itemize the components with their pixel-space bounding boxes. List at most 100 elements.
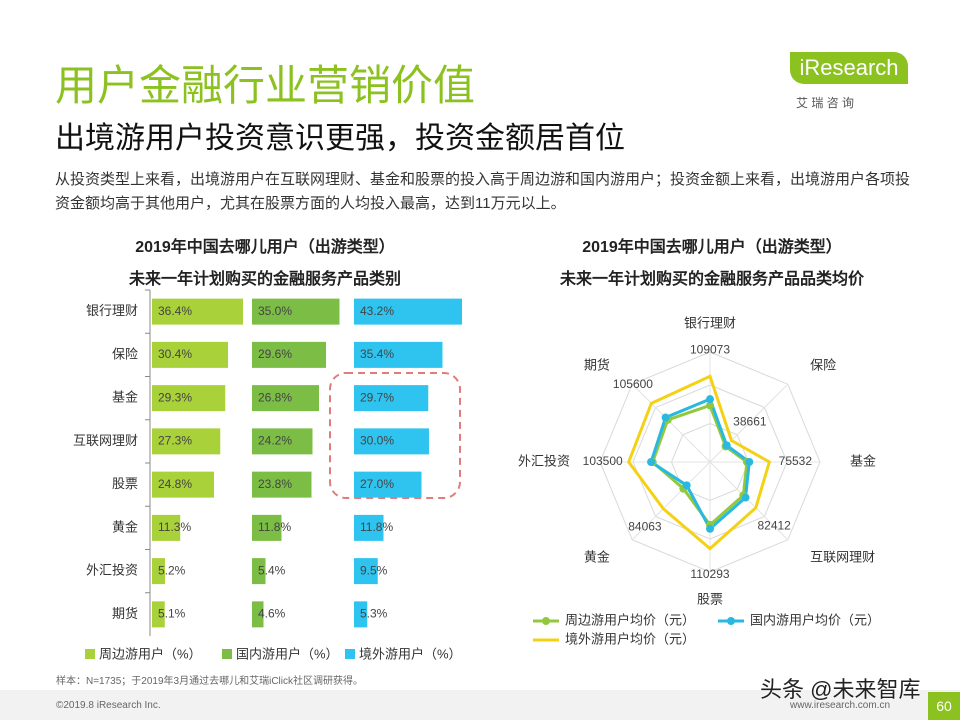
bar bbox=[354, 471, 422, 498]
page-subtitle: 出境游用户投资意识更强，投资金额居首位 bbox=[55, 122, 625, 155]
value-label: 24.8% bbox=[158, 477, 192, 491]
category-label: 银行理财 bbox=[86, 303, 138, 318]
value-label: 35.0% bbox=[258, 304, 292, 318]
bar bbox=[252, 385, 319, 412]
value-label: 11.8% bbox=[258, 520, 291, 534]
value-label: 30.4% bbox=[158, 347, 192, 361]
radar-point bbox=[706, 401, 714, 410]
chart-subtitle: 未来一年计划购买的金融服务产品品类均价 bbox=[559, 269, 865, 288]
legend-marker bbox=[727, 617, 735, 625]
value-label: 23.8% bbox=[258, 477, 292, 491]
category-label: 黄金 bbox=[112, 519, 138, 534]
bar bbox=[252, 428, 313, 455]
value-label: 109073 bbox=[690, 342, 730, 356]
value-label: 11.8% bbox=[360, 520, 393, 534]
chart-title: 2019年中国去哪儿用户（出游类型） bbox=[582, 237, 842, 256]
page-number: 60 bbox=[928, 692, 960, 720]
value-label: 105600 bbox=[613, 377, 653, 391]
watermark: 头条 @未来智库 bbox=[760, 677, 921, 702]
radar-category: 期货 bbox=[584, 357, 610, 372]
bar bbox=[354, 558, 378, 585]
bar bbox=[354, 601, 368, 628]
logo: iResearch bbox=[790, 52, 908, 84]
description: 从投资类型上来看，出境游用户在互联网理财、基金和股票的投入高于周边游和国内游用户… bbox=[55, 171, 911, 212]
page-title: 用户金融行业营销价值 bbox=[55, 62, 476, 109]
highlight-box bbox=[329, 372, 461, 499]
legend-label: 境外游用户均价（元） bbox=[565, 631, 695, 646]
value-label: 36.4% bbox=[158, 304, 192, 318]
radar-point bbox=[706, 524, 714, 533]
value-label: 24.2% bbox=[258, 434, 292, 448]
value-label: 103500 bbox=[583, 454, 623, 468]
url: www.iresearch.com.cn bbox=[790, 700, 891, 711]
bar bbox=[152, 471, 214, 498]
value-label: 5.3% bbox=[360, 607, 388, 621]
bar bbox=[152, 385, 226, 412]
value-label: 29.3% bbox=[158, 390, 192, 404]
bar bbox=[252, 341, 326, 368]
footer-bar bbox=[0, 690, 960, 720]
bar bbox=[152, 601, 165, 628]
bar bbox=[152, 428, 221, 455]
radar-category: 股票 bbox=[697, 591, 723, 606]
bar bbox=[152, 298, 243, 325]
legend-label: 境外游用户（%） bbox=[359, 646, 462, 661]
value-label: 43.2% bbox=[360, 304, 394, 318]
radar-point bbox=[682, 481, 691, 490]
chart-title: 2019年中国去哪儿用户（出游类型） bbox=[135, 237, 395, 256]
radar-category: 基金 bbox=[850, 453, 876, 468]
radar-category: 银行理财 bbox=[684, 315, 736, 330]
value-label: 27.0% bbox=[360, 477, 394, 491]
value-label: 75532 bbox=[779, 454, 813, 468]
radar-point bbox=[745, 458, 754, 466]
legend-label: 周边游用户（%） bbox=[99, 646, 202, 661]
category-label: 外汇投资 bbox=[86, 563, 138, 578]
value-label: 5.1% bbox=[158, 607, 186, 621]
value-label: 29.6% bbox=[258, 347, 292, 361]
radar-point bbox=[741, 493, 750, 502]
bar bbox=[354, 341, 443, 368]
bar bbox=[152, 341, 228, 368]
value-label: 5.2% bbox=[158, 563, 186, 577]
bar bbox=[354, 298, 462, 325]
bar bbox=[252, 601, 264, 628]
radar-point bbox=[706, 395, 714, 404]
bar bbox=[354, 385, 429, 412]
chart-subtitle: 未来一年计划购买的金融服务产品类别 bbox=[128, 269, 401, 288]
category-label: 股票 bbox=[112, 476, 138, 491]
bar bbox=[252, 514, 282, 541]
copyright: ©2019.8 iResearch Inc. bbox=[56, 700, 161, 711]
radar-spoke bbox=[631, 383, 711, 463]
legend-swatch bbox=[345, 649, 355, 659]
value-label: 11.3% bbox=[158, 520, 191, 534]
legend-label: 国内游用户均价（元） bbox=[750, 612, 880, 627]
value-label: 4.6% bbox=[258, 607, 286, 621]
value-label: 27.3% bbox=[158, 434, 192, 448]
bar bbox=[354, 428, 429, 455]
bar bbox=[152, 514, 181, 541]
radar-point bbox=[661, 413, 670, 422]
value-label: 9.5% bbox=[360, 563, 388, 577]
value-label: 82412 bbox=[757, 518, 791, 532]
value-label: 26.8% bbox=[258, 390, 292, 404]
value-label: 5.4% bbox=[258, 563, 286, 577]
bar bbox=[354, 514, 384, 541]
category-label: 基金 bbox=[112, 390, 138, 405]
radar-spoke bbox=[709, 461, 789, 541]
radar-spoke bbox=[631, 461, 711, 541]
legend-marker bbox=[542, 617, 550, 625]
value-label: 35.4% bbox=[360, 347, 394, 361]
footnote: 样本：N=1735；于2019年3月通过去哪儿和艾瑞iClick社区调研获得。 bbox=[56, 676, 364, 687]
logo-tagline: 艾 瑞 咨 询 bbox=[796, 96, 855, 110]
value-label: 84063 bbox=[628, 519, 662, 533]
category-label: 期货 bbox=[112, 606, 138, 621]
legend-label: 周边游用户均价（元） bbox=[565, 612, 695, 627]
legend-label: 国内游用户（%） bbox=[236, 646, 339, 661]
bar bbox=[252, 558, 266, 585]
radar-category: 互联网理财 bbox=[810, 550, 875, 565]
radar-line bbox=[626, 374, 772, 551]
value-label: 110293 bbox=[690, 567, 729, 581]
radar-point bbox=[722, 441, 731, 450]
bar bbox=[252, 471, 312, 498]
